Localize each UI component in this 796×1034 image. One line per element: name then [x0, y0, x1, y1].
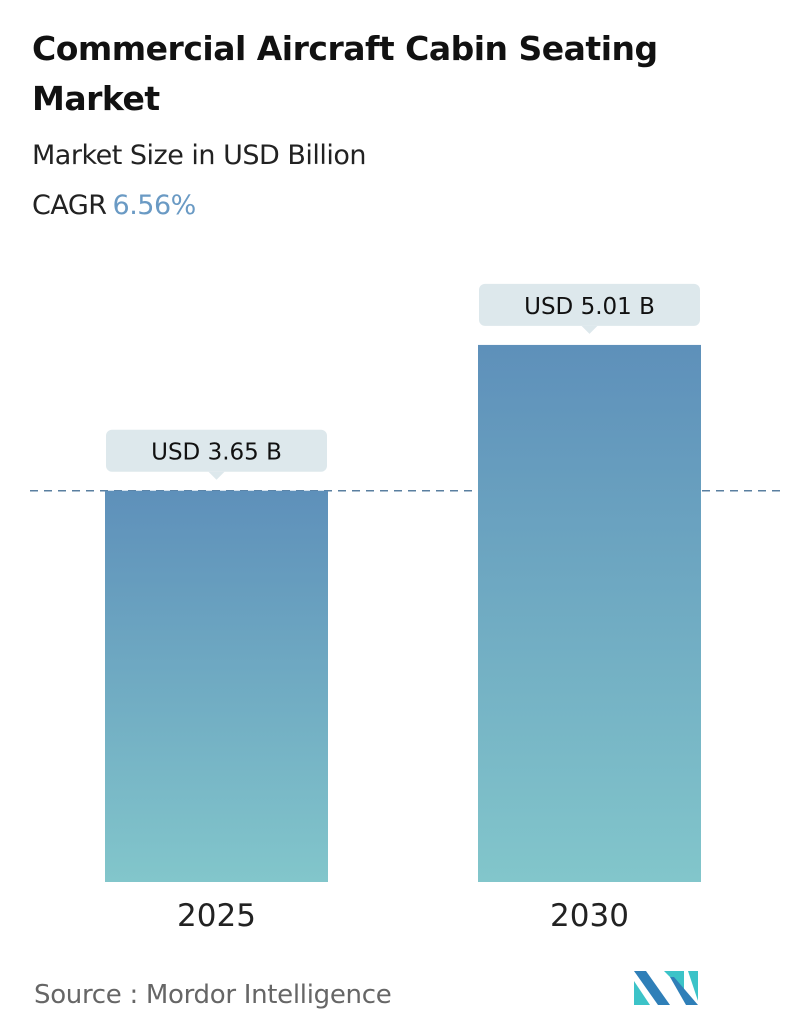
data-label: USD 5.01 B: [524, 294, 655, 320]
callout-pointer: [208, 471, 225, 480]
x-tick-label: 2025: [177, 898, 256, 934]
mordor-intelligence-logo: [634, 971, 698, 1005]
bar-2030: [478, 344, 701, 883]
cagr: CAGR 6.56%: [32, 190, 196, 221]
chart-subtitle: Market Size in USD Billion: [32, 140, 367, 171]
source-text: Source : Mordor Intelligence: [34, 980, 392, 1010]
data-label: USD 3.65 B: [151, 440, 282, 466]
cagr-value: 6.56%: [112, 190, 197, 221]
bar-chart: USD 3.65 B 2025 USD 5.01 B 2030: [30, 283, 782, 934]
cagr-label: CAGR: [32, 190, 107, 221]
bar-2025: [105, 490, 328, 882]
x-tick-label: 2030: [550, 898, 629, 934]
chart-title: Commercial Aircraft Cabin Seating Market: [32, 29, 658, 118]
data-label-callout: [479, 283, 700, 326]
data-label-callout: [106, 429, 327, 472]
callout-pointer: [581, 325, 598, 334]
